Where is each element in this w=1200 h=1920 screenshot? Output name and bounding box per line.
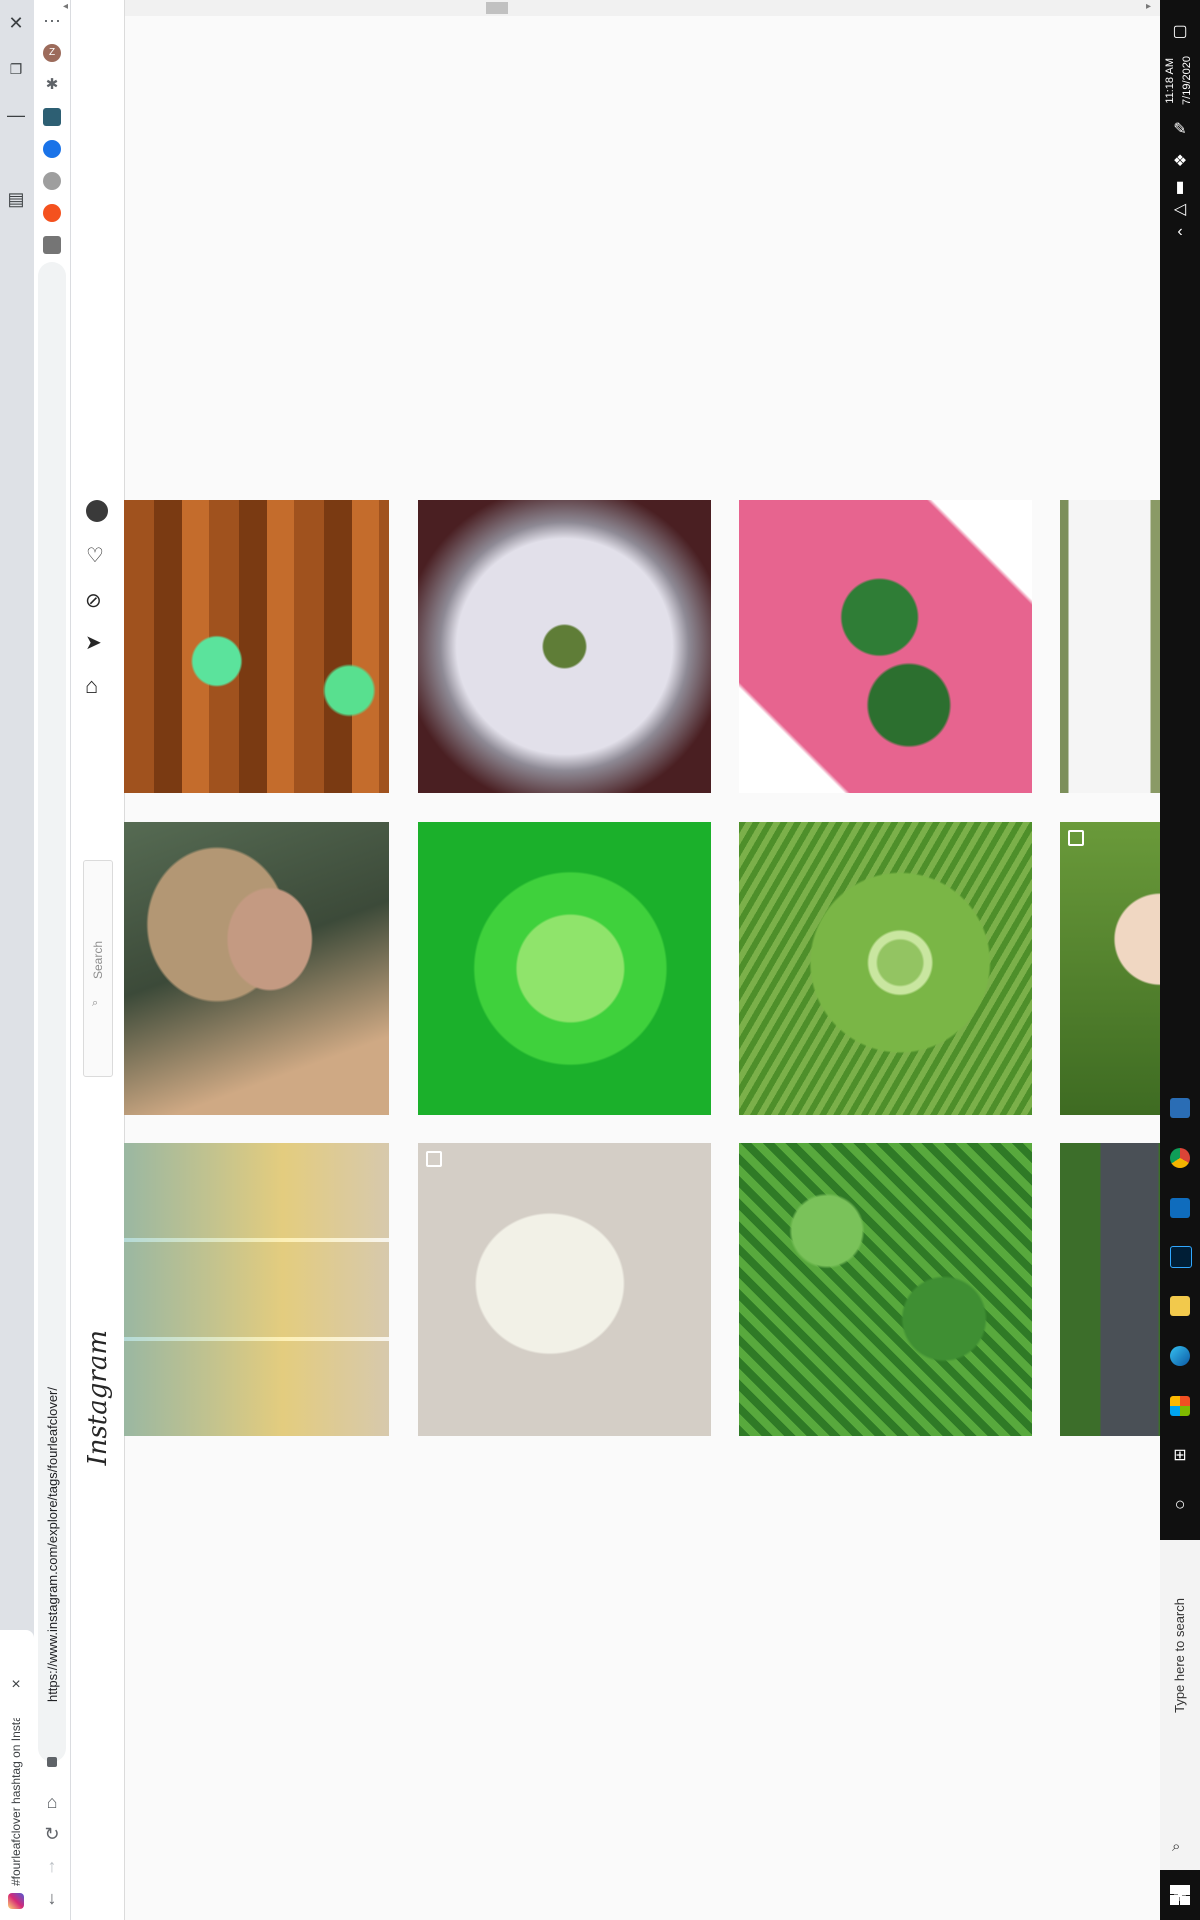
file-explorer-icon[interactable] (1170, 1296, 1190, 1316)
url-text: https://www.instagram.com/explore/tags/f… (45, 1387, 60, 1703)
network-icon[interactable]: ▮ (1175, 179, 1185, 196)
horizontal-scrollbar[interactable]: ◂ ▸ (63, 0, 1160, 16)
multiple-photos-icon (426, 1151, 442, 1167)
post-clover-face-mask[interactable] (418, 1143, 711, 1436)
search-input[interactable]: Search ⌕ (83, 860, 113, 1077)
post-clover-in-glass[interactable] (418, 500, 711, 793)
edge-app-icon[interactable] (1170, 1346, 1190, 1366)
browser-toolbar: ⋯ Z ✱ https://www.instagram.com/explore/… (34, 0, 71, 1920)
address-bar[interactable]: https://www.instagram.com/explore/tags/f… (38, 262, 66, 1767)
windows-taskbar: ▢ 11:18 AM 7/19/2020 ✎ ❖ ▮ ◁ ‹ ⊞ ○ Type … (1160, 0, 1200, 1920)
page-viewport: ◂ ▸ Instagram Search ⌕ ⌂ ➤ ⊘ ♡ (63, 0, 1160, 1920)
taskbar-search-box[interactable]: Type here to search ⌕ (1160, 1540, 1200, 1870)
post-wild-four-leaf-clover[interactable] (739, 822, 1032, 1115)
profile-avatar[interactable]: Z (43, 44, 61, 62)
post-chalkboard-clovers[interactable] (1060, 1143, 1160, 1436)
clock-time[interactable]: 11:18 AM (1164, 58, 1176, 104)
browser-tab-strip: ✕ ❐ — ▤ + × #fourleafclover hashtag on I… (0, 0, 34, 1920)
tab-search-icon[interactable]: ▤ (7, 189, 25, 209)
settings-app-icon[interactable] (1170, 1098, 1190, 1118)
post-clover-held-fingers[interactable] (418, 822, 711, 1115)
scroll-left-arrow-icon[interactable]: ◂ (63, 1, 69, 12)
scroll-right-arrow-icon[interactable]: ▸ (1146, 1, 1152, 12)
tab-close-button[interactable]: × (11, 1676, 21, 1693)
instagram-header: Instagram Search ⌕ ⌂ ➤ ⊘ ♡ (71, 0, 125, 1920)
multiple-photos-icon (1068, 830, 1084, 846)
menu-dots-icon[interactable]: ⋯ (43, 11, 61, 31)
clock-date[interactable]: 7/19/2020 (1181, 56, 1193, 105)
post-clover-patch[interactable] (739, 1143, 1032, 1436)
post-hand-green-grass[interactable] (1060, 822, 1160, 1115)
explore-compass-icon[interactable]: ⊘ (85, 590, 102, 612)
volume-icon[interactable]: ◁ (1173, 201, 1187, 218)
lock-icon[interactable] (47, 1757, 57, 1767)
forward-icon: ↑ (47, 1856, 57, 1876)
extension-gray-icon[interactable] (43, 236, 61, 254)
close-window-icon[interactable]: ✕ (8, 13, 24, 33)
outlook-app-icon[interactable] (1170, 1198, 1190, 1218)
extension-blue-icon[interactable] (43, 140, 61, 158)
minimize-window-icon[interactable]: — (7, 105, 25, 125)
taskbar-search-placeholder: Type here to search (1172, 1598, 1187, 1713)
show-hidden-icons[interactable]: ‹ (1177, 223, 1183, 240)
profile-avatar[interactable] (86, 500, 108, 522)
taskbar-search-icon: ⌕ (1172, 1838, 1181, 1855)
scrollbar-thumb[interactable] (486, 2, 508, 14)
post-woman-portrait[interactable] (124, 822, 389, 1115)
extension-circle-icon[interactable] (43, 172, 61, 190)
home-icon[interactable]: ⌂ (85, 673, 99, 698)
cortana-icon[interactable]: ○ (1174, 1494, 1186, 1514)
action-center-icon[interactable]: ▢ (1172, 23, 1188, 40)
active-tab[interactable]: × #fourleafclover hashtag on Insta... (0, 1630, 34, 1920)
extension-orange-icon[interactable] (43, 204, 61, 222)
task-view-icon[interactable]: ⊞ (1173, 1447, 1187, 1464)
restore-window-icon[interactable]: ❐ (9, 61, 23, 77)
dropbox-icon[interactable]: ❖ (1172, 153, 1188, 170)
post-felt-clover-card[interactable] (739, 500, 1032, 793)
photoshop-app-icon[interactable] (1170, 1246, 1192, 1268)
post-la-beaute-label[interactable] (1060, 500, 1160, 793)
instagram-favicon-icon (8, 1893, 24, 1909)
post-triple-photo-strip[interactable] (124, 1143, 389, 1436)
search-icon: ⌕ (92, 997, 99, 1009)
home-icon[interactable]: ⌂ (46, 1792, 58, 1812)
chrome-app-icon[interactable] (1170, 1148, 1190, 1168)
activity-heart-icon[interactable]: ♡ (86, 545, 104, 567)
post-balloon-clover[interactable] (124, 500, 389, 793)
store-app-icon[interactable] (1170, 1396, 1190, 1416)
extension-chart-icon[interactable] (43, 108, 61, 126)
tab-title: #fourleafclover hashtag on Insta... (9, 1718, 23, 1886)
search-placeholder: Search (91, 941, 105, 980)
reload-icon[interactable]: ↻ (44, 1824, 60, 1844)
extensions-puzzle-icon[interactable]: ✱ (45, 76, 59, 93)
windows-start-icon[interactable] (1170, 1885, 1190, 1905)
pen-icon[interactable]: ✎ (1173, 121, 1187, 138)
direct-messages-icon[interactable]: ➤ (85, 632, 102, 654)
instagram-logo[interactable]: Instagram (83, 1330, 113, 1466)
back-icon[interactable]: ↓ (47, 1888, 57, 1908)
